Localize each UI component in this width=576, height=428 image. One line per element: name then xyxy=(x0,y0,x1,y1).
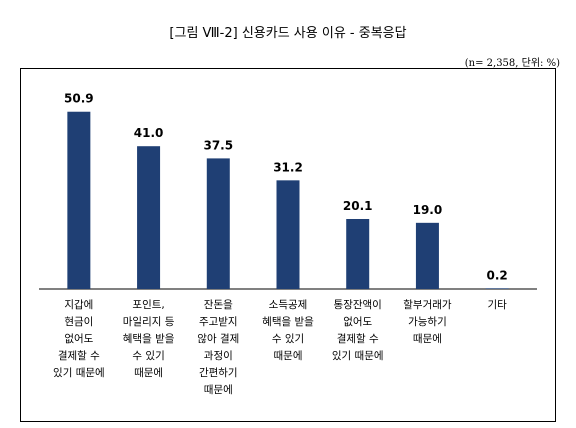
category-label-0-4: 있기 때문에 xyxy=(53,367,105,379)
category-label-3-3: 때문에 xyxy=(274,350,303,362)
bar-2 xyxy=(206,158,230,289)
category-label-4-2: 결제할 수 xyxy=(337,333,379,345)
sample-note: (n= 2,358, 단위: %) xyxy=(464,58,560,69)
value-label-6: 0.2 xyxy=(487,268,508,282)
bar-6 xyxy=(485,288,509,289)
category-label-3-2: 수 있기 xyxy=(272,333,304,345)
bar-5 xyxy=(415,222,439,289)
category-label-6-0: 기타 xyxy=(487,299,507,311)
category-label-2-1: 주고받지 xyxy=(199,316,238,328)
category-label-1-1: 마일리지 등 xyxy=(123,315,175,328)
category-label-5-0: 할부거래가 xyxy=(403,299,452,311)
category-label-4-3: 있기 때문에 xyxy=(332,350,384,362)
category-label-2-0: 잔돈을 xyxy=(204,299,233,311)
category-label-0-0: 지갑에 xyxy=(64,299,93,311)
category-label-4-1: 없어도 xyxy=(343,315,372,328)
chart-title: [그림 Ⅷ-2] 신용카드 사용 이유 - 중복응답 xyxy=(169,26,407,41)
category-label-2-2: 않아 결제 xyxy=(197,333,239,345)
value-label-0: 50.9 xyxy=(64,92,94,106)
category-label-3-1: 혜택을 받을 xyxy=(262,316,314,328)
category-label-1-2: 혜택을 받을 xyxy=(123,333,175,345)
category-label-0-2: 없어도 xyxy=(64,332,93,345)
value-label-2: 37.5 xyxy=(203,138,233,152)
bar-1 xyxy=(137,146,161,289)
category-label-2-4: 간편하기 xyxy=(199,366,238,379)
category-label-5-2: 때문에 xyxy=(413,333,442,345)
value-label-5: 19.0 xyxy=(413,203,443,217)
value-label-1: 41.0 xyxy=(134,126,164,140)
category-label-1-4: 때문에 xyxy=(134,367,163,379)
category-label-2-3: 과정이 xyxy=(204,350,233,362)
category-label-0-1: 현금이 xyxy=(64,316,93,328)
category-label-2-5: 때문에 xyxy=(204,384,233,396)
bar-4 xyxy=(346,218,370,289)
chart-frame xyxy=(20,68,556,422)
value-label-3: 31.2 xyxy=(273,160,303,174)
category-label-3-0: 소득공제 xyxy=(269,299,308,311)
category-label-5-1: 가능하기 xyxy=(408,315,447,328)
category-label-1-3: 수 있기 xyxy=(132,350,164,362)
category-label-4-0: 통장잔액이 xyxy=(334,299,382,311)
bar-3 xyxy=(276,180,300,289)
category-label-0-3: 결제할 수 xyxy=(58,350,100,362)
category-label-1-0: 포인트, xyxy=(132,299,164,311)
bar-0 xyxy=(67,111,91,289)
value-label-4: 20.1 xyxy=(343,199,373,213)
